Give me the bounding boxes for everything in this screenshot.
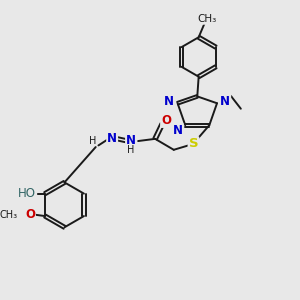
Text: CH₃: CH₃ xyxy=(198,14,217,24)
Text: HO: HO xyxy=(18,187,36,200)
Text: O: O xyxy=(161,114,171,127)
Text: S: S xyxy=(189,137,198,150)
Text: N: N xyxy=(164,94,174,108)
Text: O: O xyxy=(25,208,35,221)
Text: N: N xyxy=(220,94,230,108)
Text: CH₃: CH₃ xyxy=(0,210,18,220)
Text: N: N xyxy=(126,134,136,147)
Text: H: H xyxy=(89,136,96,146)
Text: N: N xyxy=(107,131,117,145)
Text: N: N xyxy=(172,124,183,136)
Text: H: H xyxy=(127,145,135,155)
